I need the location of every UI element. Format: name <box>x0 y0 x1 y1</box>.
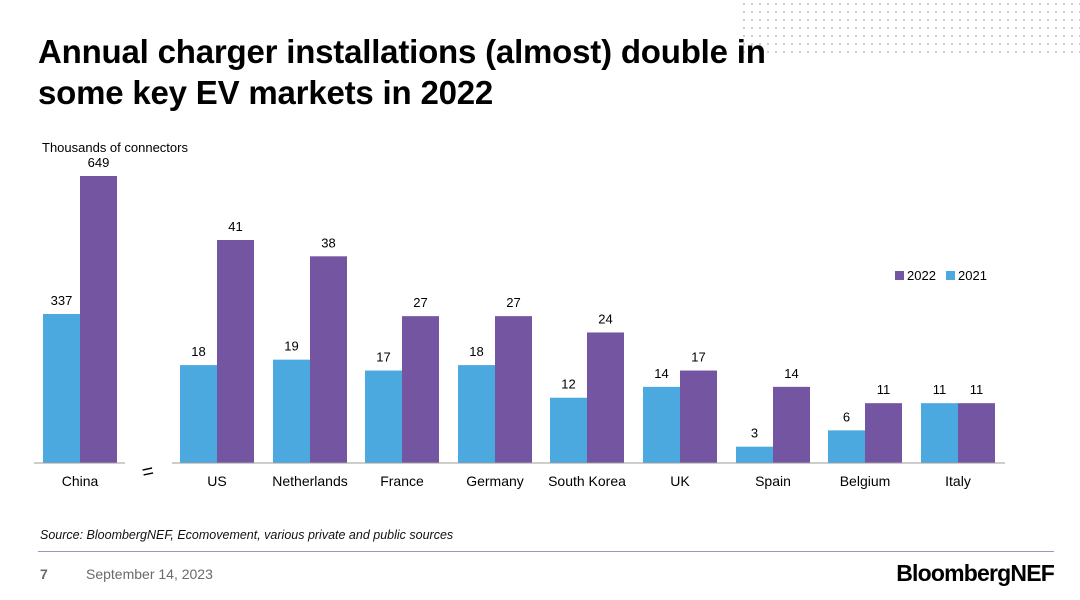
data-label-netherlands-2022: 38 <box>321 235 335 250</box>
tick-label-uk: UK <box>670 473 690 489</box>
bar-south-korea-2022 <box>587 332 624 463</box>
bar-us-2021 <box>180 365 217 463</box>
data-label-france-2022: 27 <box>413 295 427 310</box>
tick-label-italy: Italy <box>945 473 971 489</box>
data-label-uk-2022: 17 <box>691 350 705 365</box>
bar-chart: Thousands of connectors 337 649 China 18 41 U… <box>34 140 1005 489</box>
bars-layer <box>43 176 995 463</box>
legend: 2022 2021 <box>895 268 987 283</box>
data-label-germany-2021: 18 <box>469 344 483 359</box>
legend-label-2022: 2022 <box>907 268 936 283</box>
bar-germany-2022 <box>495 316 532 463</box>
bar-belgium-2021 <box>828 430 865 463</box>
data-label-south-korea-2022: 24 <box>598 311 612 326</box>
slide-date: September 14, 2023 <box>86 566 213 582</box>
bar-uk-2022 <box>680 370 717 463</box>
tick-label-south-korea: South Korea <box>548 473 626 489</box>
tick-label-france: France <box>380 473 424 489</box>
bar-belgium-2022 <box>865 403 902 463</box>
data-label-belgium-2021: 6 <box>843 409 850 424</box>
legend-label-2021: 2021 <box>958 268 987 283</box>
axis-layer: = <box>34 460 1005 484</box>
bar-netherlands-2021 <box>273 359 310 463</box>
labels-layer: 337 649 China 18 41 US 19 38 Netherlands 17 27 Fran… <box>51 155 984 489</box>
unit-label: Thousands of connectors <box>42 140 188 155</box>
bar-china-2021 <box>43 313 80 463</box>
bar-spain-2022 <box>773 386 810 463</box>
bar-france-2021 <box>365 370 402 463</box>
bar-germany-2021 <box>458 365 495 463</box>
tick-label-china: China <box>62 473 99 489</box>
slide-title: Annual charger installations (almost) do… <box>38 33 766 111</box>
data-label-netherlands-2021: 19 <box>284 339 298 354</box>
bar-france-2022 <box>402 316 439 463</box>
data-label-italy-2022: 11 <box>970 382 984 397</box>
source-note: Source: BloombergNEF, Ecomovement, vario… <box>40 528 454 542</box>
bar-netherlands-2022 <box>310 256 347 463</box>
data-label-uk-2021: 14 <box>654 366 668 381</box>
data-label-us-2022: 41 <box>228 219 242 234</box>
brand-logo: BloombergNEF <box>896 560 1055 586</box>
tick-label-us: US <box>207 473 226 489</box>
data-label-belgium-2022: 11 <box>877 382 891 397</box>
footer-divider <box>38 551 1054 552</box>
bar-south-korea-2021 <box>550 397 587 463</box>
legend-swatch-2021 <box>946 271 955 280</box>
tick-label-germany: Germany <box>466 473 524 489</box>
data-label-france-2021: 17 <box>376 350 390 365</box>
page-number: 7 <box>40 566 48 582</box>
data-label-italy-2021: 11 <box>933 382 947 397</box>
bar-uk-2021 <box>643 386 680 463</box>
legend-swatch-2022 <box>895 271 904 280</box>
data-label-germany-2022: 27 <box>506 295 520 310</box>
bar-us-2022 <box>217 240 254 463</box>
data-label-us-2021: 18 <box>191 344 205 359</box>
decorative-dot-grid <box>740 0 1080 54</box>
data-label-spain-2021: 3 <box>751 426 758 441</box>
data-label-spain-2022: 14 <box>784 366 798 381</box>
tick-label-spain: Spain <box>755 473 791 489</box>
tick-label-netherlands: Netherlands <box>272 473 348 489</box>
bar-china-2022 <box>80 176 117 463</box>
tick-label-belgium: Belgium <box>840 473 891 489</box>
bar-spain-2021 <box>736 446 773 463</box>
data-label-south-korea-2021: 12 <box>561 377 575 392</box>
data-label-china-2021: 337 <box>51 293 73 308</box>
data-label-china-2022: 649 <box>88 155 110 170</box>
bar-italy-2021 <box>921 403 958 463</box>
axis-break-symbol: = <box>140 460 156 484</box>
bar-italy-2022 <box>958 403 995 463</box>
